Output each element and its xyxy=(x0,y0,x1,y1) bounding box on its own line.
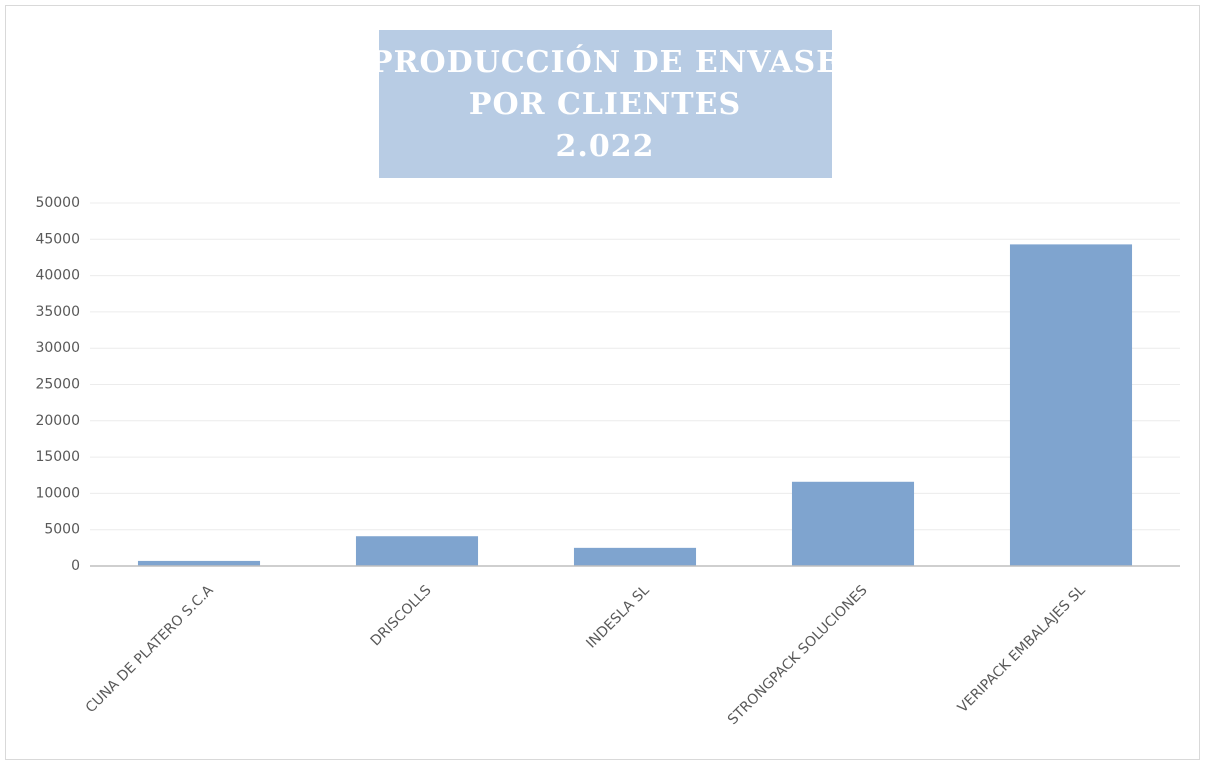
y-tick-label: 40000 xyxy=(35,268,80,284)
bar xyxy=(355,536,479,566)
title-box xyxy=(379,30,832,178)
chart-title: PRODUCCIÓN DE ENVASE xyxy=(370,44,840,80)
y-tick-label: 10000 xyxy=(35,485,80,501)
bar xyxy=(791,481,915,566)
y-tick-label: 50000 xyxy=(35,195,80,211)
y-tick-label: 20000 xyxy=(35,413,80,429)
y-tick-label: 25000 xyxy=(35,377,80,393)
bar xyxy=(573,547,697,566)
y-tick-label: 15000 xyxy=(35,449,80,465)
chart-title: POR CLIENTES xyxy=(469,87,741,122)
y-tick-label: 45000 xyxy=(35,231,80,247)
y-tick-label: 35000 xyxy=(35,304,80,320)
bar xyxy=(137,560,261,566)
chart-title: 2.022 xyxy=(556,129,655,164)
y-tick-label: 5000 xyxy=(44,522,80,538)
bar xyxy=(1009,244,1133,566)
y-tick-label: 0 xyxy=(71,558,80,574)
y-tick-label: 30000 xyxy=(35,340,80,356)
